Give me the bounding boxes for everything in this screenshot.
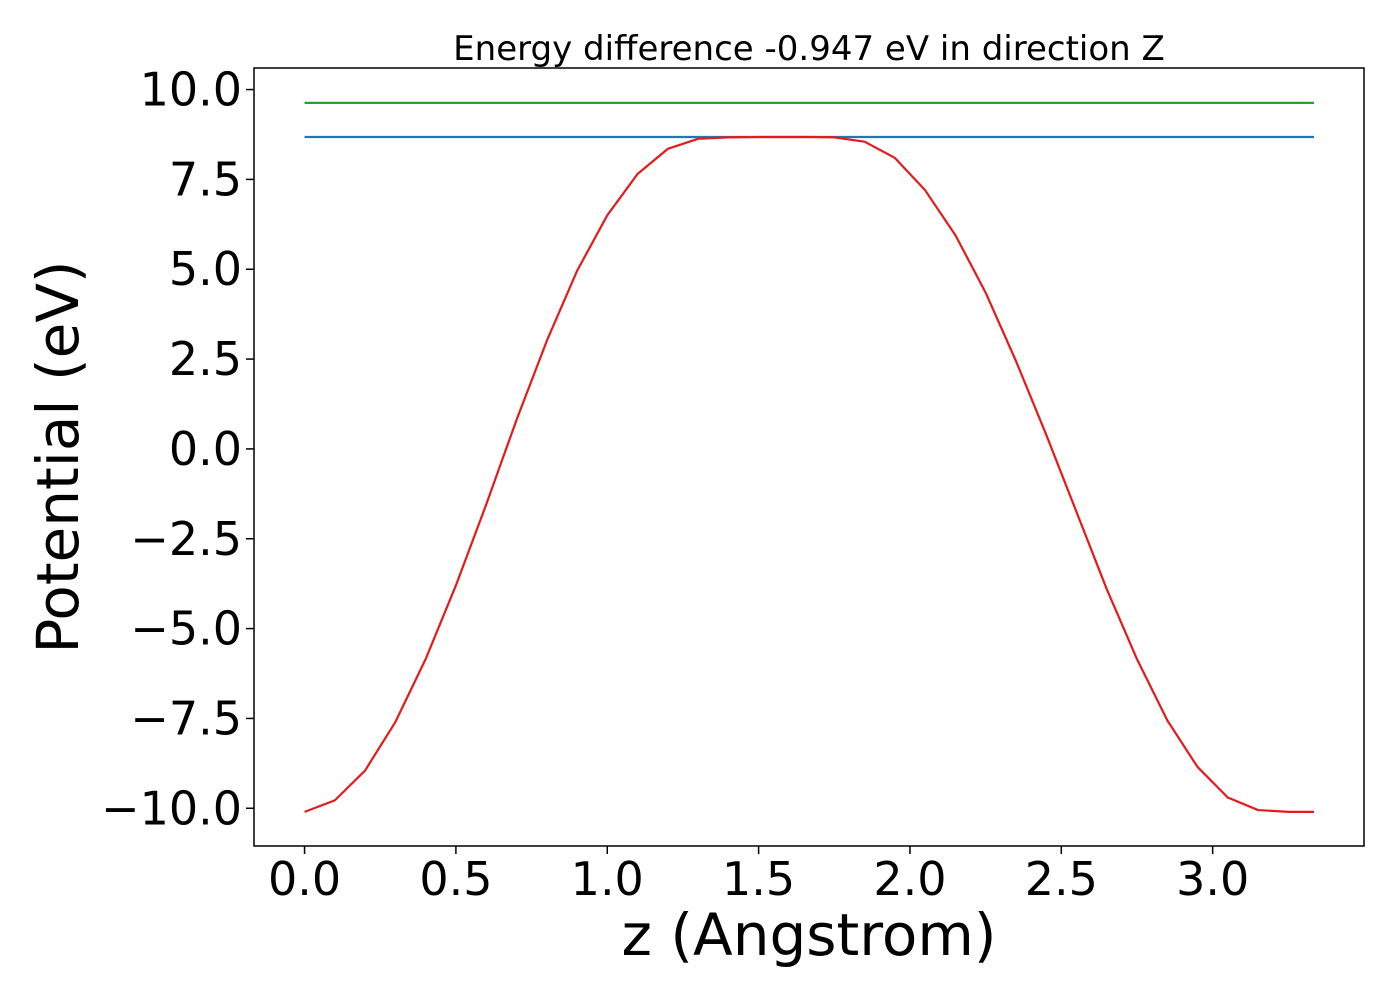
y-tick-label: 0.0: [169, 422, 242, 476]
y-tick-label: −5.0: [130, 602, 242, 656]
y-tick-label: 10.0: [140, 63, 242, 117]
plot-area: [304, 101, 1315, 813]
y-tick-label: 7.5: [169, 152, 242, 206]
x-tick-label: 0.0: [268, 852, 341, 906]
x-tick-label: 3.0: [1176, 852, 1249, 906]
y-tick-label: −2.5: [130, 512, 242, 566]
y-tick-label: 2.5: [169, 332, 242, 386]
x-axis: 0.0 0.5 1.0 1.5 2.0 2.5 3.0: [268, 846, 1249, 906]
plot-frame: [253, 67, 1365, 847]
y-tick-label: 5.0: [169, 242, 242, 296]
x-tick-label: 2.5: [1025, 852, 1098, 906]
x-tick-label: 1.5: [722, 852, 795, 906]
y-tick-label: −10.0: [101, 781, 242, 835]
y-axis-label: Potential (eV): [24, 260, 92, 653]
x-tick-label: 0.5: [419, 852, 492, 906]
x-axis-label: z (Angstrom): [622, 901, 997, 969]
chart-title: Energy difference -0.947 eV in direction…: [453, 29, 1165, 69]
y-tick-label: −7.5: [130, 691, 242, 745]
x-tick-label: 2.0: [873, 852, 946, 906]
y-axis: 10.0 7.5 5.0 2.5 0.0 −2.5 −5.0 −7.5 −10.0: [101, 63, 254, 835]
series-line-3: [304, 135, 1315, 813]
x-tick-label: 1.0: [571, 852, 644, 906]
